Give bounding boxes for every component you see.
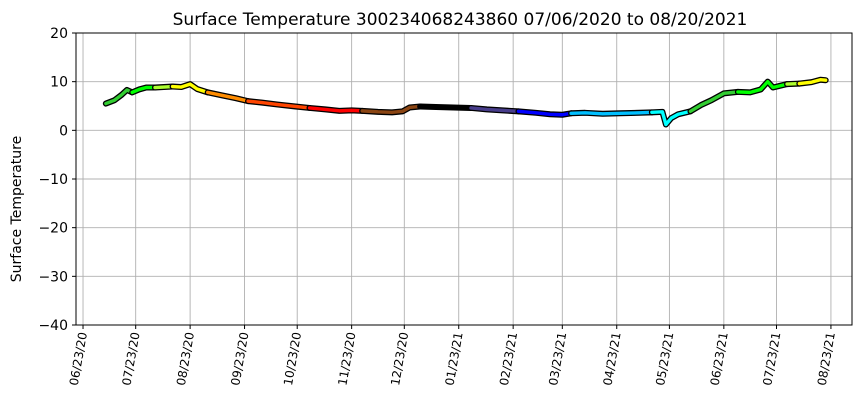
x-tick-label: 05/23/21: [653, 331, 676, 387]
x-tick-label: 03/23/21: [546, 331, 569, 387]
x-tick-label: 12/23/20: [388, 331, 411, 387]
data-series: [102, 76, 829, 128]
grid: [76, 32, 852, 326]
y-tick-label: 20: [50, 26, 68, 42]
series-line: [736, 79, 789, 95]
x-tick-label: 07/23/20: [119, 331, 142, 387]
x-tick-label: 02/23/21: [497, 331, 520, 387]
series-line: [516, 109, 573, 117]
y-tick-label: −30: [38, 269, 68, 285]
series-line: [104, 88, 134, 106]
x-tick-label: 09/23/20: [228, 331, 251, 387]
y-axis-label: Surface Temperature: [9, 136, 25, 282]
y-tick-label: −10: [38, 172, 68, 188]
x-tick-label: 04/23/21: [601, 331, 624, 387]
series-line: [130, 85, 157, 95]
y-tick-label: −40: [38, 318, 68, 334]
x-tick-label: 08/23/21: [815, 331, 838, 387]
y-axis-ticks: −40 −30 −20 −10 0 10 20: [38, 26, 76, 334]
series-line: [569, 110, 654, 116]
x-tick-label: 06/23/21: [708, 331, 731, 387]
x-axis-ticks: 06/23/20 07/23/20 08/23/20 09/23/20 10/23/20…: [67, 325, 838, 387]
x-tick-label: 11/23/20: [335, 331, 358, 387]
y-tick-label: 0: [59, 123, 68, 139]
series-line: [797, 78, 828, 86]
series-line: [170, 82, 210, 95]
series-line: [650, 109, 693, 127]
x-tick-label: 07/23/21: [760, 331, 783, 387]
series-line: [307, 106, 364, 113]
series-line: [360, 104, 422, 115]
series-line: [688, 90, 740, 114]
y-tick-label: 10: [50, 75, 68, 91]
series-line: [246, 99, 312, 110]
series-line: [418, 104, 473, 110]
series-line: [205, 90, 250, 103]
x-tick-label: 10/23/20: [281, 331, 304, 387]
y-tick-label: −20: [38, 221, 68, 237]
x-tick-label: 08/23/20: [174, 331, 197, 387]
series-line: [469, 106, 521, 114]
x-tick-label: 06/23/20: [67, 331, 90, 387]
chart-title: Surface Temperature 300234068243860 07/0…: [173, 10, 748, 30]
x-tick-label: 01/23/21: [443, 331, 466, 387]
